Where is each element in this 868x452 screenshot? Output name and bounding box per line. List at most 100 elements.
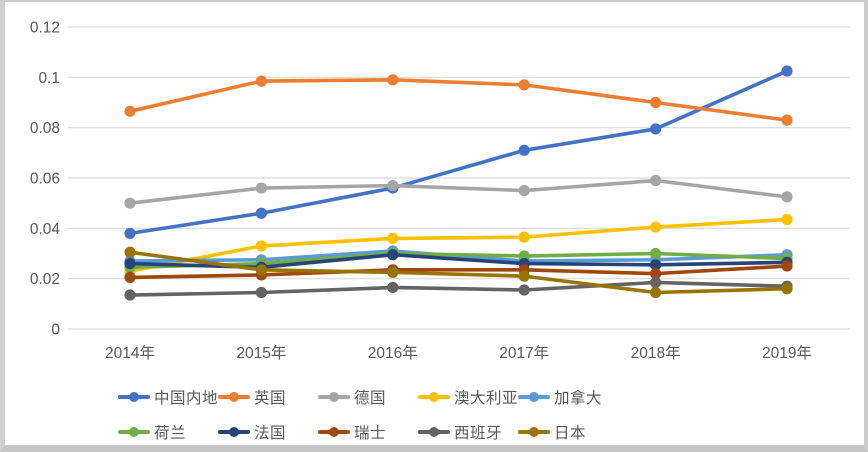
legend-marker-switzerland: [318, 426, 350, 437]
series-point-china-mainland-2015年: [255, 207, 267, 219]
series-line-switzerland: [128, 264, 789, 280]
legend-dot-icon: [129, 391, 139, 402]
y-tick-label: 0.08: [30, 120, 60, 137]
series-point-uk-2016年: [387, 74, 399, 86]
legend-label-spain: 西班牙: [454, 424, 503, 442]
legend-label-japan: 日本: [554, 424, 587, 442]
legend-marker-germany: [318, 391, 350, 402]
legend-item-australia: 澳大利亚: [418, 379, 518, 414]
series-point-uk-2018年: [650, 96, 662, 109]
series-point-uk-2017年: [518, 79, 530, 91]
legend-label-uk: 英国: [254, 389, 287, 407]
series-line-australia: [128, 217, 789, 273]
legend-marker-australia: [418, 391, 450, 402]
legend-item-uk: 英国: [218, 379, 318, 414]
series-point-uk-2019年: [781, 114, 793, 126]
legend-label-france: 法国: [254, 424, 287, 442]
legend-item-france: 法国: [218, 414, 318, 445]
series-point-china-mainland-2014年: [124, 227, 136, 239]
legend-marker-japan: [518, 426, 550, 437]
series-point-australia-2019年: [781, 213, 793, 226]
x-tick-label: 2015年: [236, 344, 286, 362]
series-point-france-2014年: [124, 257, 136, 270]
series-line-japan: [128, 250, 789, 295]
legend-dot-icon: [429, 426, 439, 437]
series-point-australia-2017年: [518, 231, 530, 243]
line-chart: 0 0.02 0.04 0.06 0.08 0.1 0.12 2014年 2015年 2016年 2…: [30, 20, 850, 362]
series-point-spain-2018年: [650, 276, 662, 289]
series-point-china-mainland-2017年: [518, 144, 530, 156]
series-point-germany-2017年: [518, 184, 530, 197]
legend-label-australia: 澳大利亚: [454, 389, 519, 407]
legend-marker-netherlands: [118, 426, 150, 437]
series-point-uk-2015年: [255, 75, 267, 87]
x-tick-label: 2018年: [631, 344, 681, 362]
legend-item-china-mainland: 中国内地: [118, 379, 218, 414]
y-tick-label: 0.1: [38, 70, 60, 87]
series-point-uk-2014年: [124, 105, 136, 117]
x-tick-label: 2019年: [762, 344, 812, 362]
series-point-germany-2014年: [124, 197, 136, 209]
series-point-germany-2018年: [650, 174, 662, 187]
series-point-germany-2019年: [781, 191, 793, 203]
series-point-japan-2016年: [387, 266, 399, 278]
legend-marker-china-mainland: [118, 391, 150, 402]
legend-dot-icon: [529, 426, 539, 437]
series-point-switzerland-2019年: [781, 260, 793, 272]
series-point-australia-2018年: [650, 221, 662, 233]
legend-dot-icon: [429, 391, 439, 402]
legend-dot-icon: [129, 426, 139, 437]
series-line-spain: [128, 280, 789, 297]
legend-marker-spain: [418, 426, 450, 437]
legend-item-japan: 日本: [518, 414, 618, 445]
series-point-japan-2019年: [781, 283, 793, 295]
legend-item-spain: 西班牙: [418, 414, 518, 445]
legend-item-canada: 加拿大: [518, 379, 618, 414]
series-point-australia-2016年: [387, 232, 399, 244]
series-point-netherlands-2018年: [650, 247, 662, 260]
legend-label-netherlands: 荷兰: [154, 424, 187, 442]
y-tick-label: 0.12: [30, 20, 60, 37]
legend-marker-france: [218, 426, 250, 437]
series-point-spain-2015年: [255, 286, 267, 299]
series-line-uk: [128, 78, 789, 122]
chart-legend: 中国内地 英国 德国 澳大利亚 加拿大荷兰 法国 瑞士 西班牙 日本: [118, 379, 618, 445]
series-line-germany: [128, 178, 789, 205]
series-point-japan-2017年: [518, 270, 530, 282]
legend-label-germany: 德国: [354, 389, 387, 407]
x-tick-label: 2014年: [105, 344, 155, 362]
y-tick-label: 0.02: [30, 271, 60, 288]
x-tick-label: 2017年: [499, 344, 549, 362]
series-point-japan-2014年: [124, 246, 136, 258]
legend-marker-uk: [218, 391, 250, 402]
y-tick-label: 0.04: [30, 221, 61, 238]
legend-label-switzerland: 瑞士: [354, 424, 387, 442]
series-line-netherlands: [128, 251, 789, 270]
series-point-spain-2014年: [124, 289, 136, 301]
legend-dot-icon: [229, 426, 239, 437]
legend-dot-icon: [329, 391, 339, 402]
series-point-france-2016年: [387, 249, 399, 261]
y-tick-label: 0: [51, 322, 60, 339]
series-point-japan-2018年: [650, 286, 662, 299]
legend-label-china-mainland: 中国内地: [154, 389, 219, 407]
legend-dot-icon: [329, 426, 339, 437]
legend-marker-canada: [518, 391, 550, 402]
legend-label-canada: 加拿大: [554, 389, 603, 407]
series-point-spain-2016年: [387, 281, 399, 294]
series-point-china-mainland-2018年: [650, 123, 662, 135]
series-point-spain-2017年: [518, 284, 530, 296]
legend-item-switzerland: 瑞士: [318, 414, 418, 445]
legend-item-germany: 德国: [318, 379, 418, 414]
series-point-switzerland-2018年: [650, 268, 662, 280]
x-tick-label: 2016年: [368, 344, 418, 362]
series-line-china-mainland: [128, 69, 789, 236]
series-point-australia-2015年: [255, 240, 267, 252]
series-point-germany-2015年: [255, 182, 267, 194]
series-point-japan-2015年: [255, 264, 267, 276]
legend-item-netherlands: 荷兰: [118, 414, 218, 445]
series-point-germany-2016年: [387, 179, 399, 192]
series-point-switzerland-2014年: [124, 271, 136, 284]
series-point-china-mainland-2019年: [781, 65, 793, 77]
